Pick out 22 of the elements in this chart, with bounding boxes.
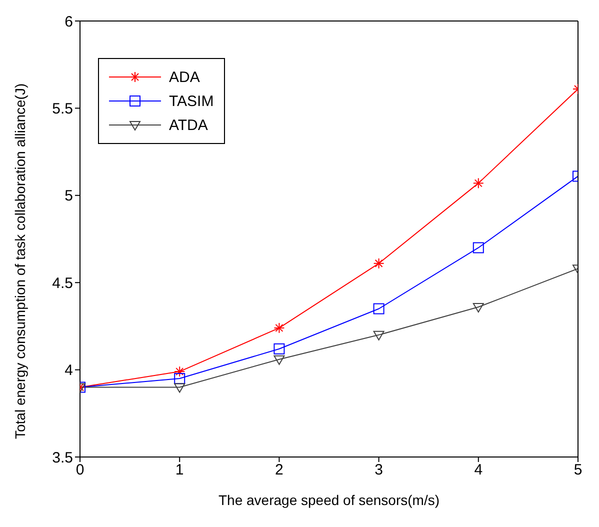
legend-label: ATDA <box>169 116 208 134</box>
x-tick-label: 0 <box>76 462 84 479</box>
y-axis-title: Total energy consumption of task collaboration alliance(J) <box>12 83 28 439</box>
point <box>274 343 285 354</box>
point <box>373 303 384 314</box>
y-tick-label: 4 <box>64 362 73 380</box>
y-tick-label: 3.5 <box>52 449 73 466</box>
y-tick-label: 4.5 <box>52 274 73 292</box>
y-tick-label: 5.5 <box>52 100 73 118</box>
y-tick-label: 5 <box>64 188 73 205</box>
x-tick-label: 1 <box>175 462 184 479</box>
point <box>174 383 186 393</box>
x-tick-label: 5 <box>574 462 582 479</box>
x-tick-label: 2 <box>275 462 284 479</box>
x-axis-title: The average speed of sensors(m/s) <box>218 492 440 508</box>
legend-label: TASIM <box>169 92 214 110</box>
legend-label: ADA <box>169 68 200 86</box>
y-tick-label: 6 <box>64 13 73 30</box>
x-tick-label: 3 <box>374 462 383 479</box>
point <box>274 355 285 365</box>
x-tick-label: 4 <box>474 462 483 479</box>
point <box>373 330 384 340</box>
